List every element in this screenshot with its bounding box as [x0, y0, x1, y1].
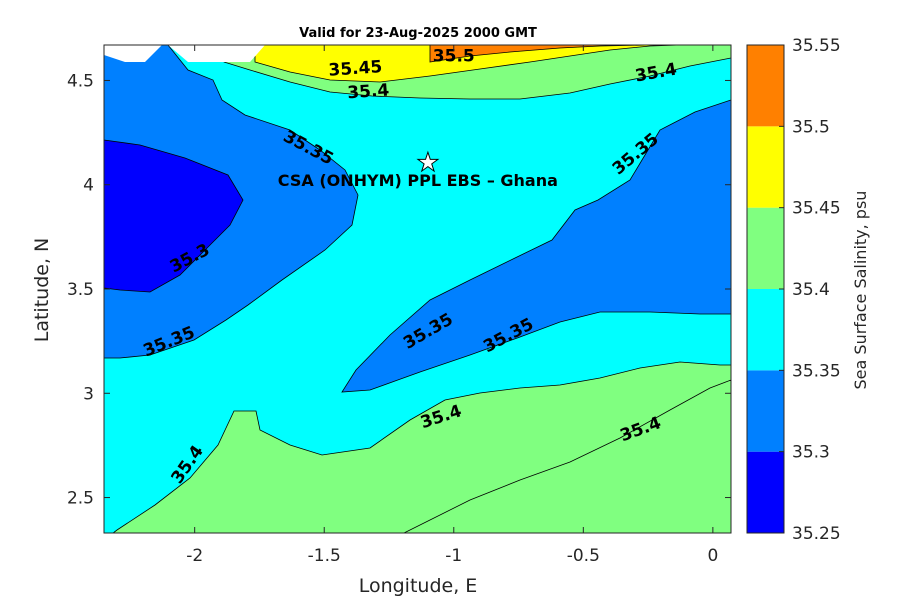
- region-35-3-to-35-35-band: [341, 99, 731, 393]
- y-axis: 2.5 3 3.5 4 4.5: [67, 71, 731, 509]
- colorbar-tick-label: 35.45: [792, 199, 841, 219]
- region-35-5-to-35-55: [429, 45, 651, 63]
- colorbar-band: [747, 45, 784, 127]
- y-tick-label: 3: [83, 384, 94, 404]
- x-tick-label: -2: [186, 546, 203, 566]
- contour-label: 35.5: [433, 46, 475, 66]
- x-axis: -2 -1.5 -1 -0.5 0: [186, 45, 718, 566]
- colorbar-tick-label: 35.4: [792, 280, 830, 300]
- colorbar-tick-label: 35.35: [792, 361, 841, 381]
- x-tick-label: -1: [445, 546, 462, 566]
- colorbar-tick-label: 35.3: [792, 443, 830, 463]
- colorbar-tick-label: 35.25: [792, 524, 841, 544]
- colorbar-label: Sea Surface Salinity, psu: [851, 191, 870, 390]
- x-tick-label: -0.5: [567, 546, 600, 566]
- y-axis-label: Latitude, N: [31, 238, 53, 343]
- colorbar-band: [747, 289, 784, 371]
- colorbar: 35.55 35.5 35.45 35.4 35.35 35.3 35.25: [746, 36, 841, 544]
- contour-label: 35.4: [347, 80, 390, 103]
- colorbar-tick-label: 35.5: [792, 117, 830, 137]
- colorbar-band: [747, 370, 784, 452]
- missing-data-land: [104, 45, 265, 62]
- region-35-35-to-35-4-southeast: [403, 379, 731, 533]
- colorbar-tick-label: 35.55: [792, 36, 841, 56]
- plot-area: [103, 44, 732, 534]
- x-axis-label: Longitude, E: [359, 575, 478, 597]
- colorbar-band: [747, 451, 784, 533]
- y-tick-label: 3.5: [67, 280, 94, 300]
- x-tick-label: -1.5: [308, 546, 341, 566]
- star-icon: ★: [416, 148, 439, 178]
- y-tick-label: 2.5: [67, 489, 94, 509]
- x-tick-label: 0: [707, 546, 718, 566]
- station-marker: ★ CSA (ONHYM) PPL EBS – Ghana: [278, 147, 558, 190]
- region-35-25-to-35-3: [104, 139, 244, 293]
- region-35-45-to-35-5: [254, 45, 681, 83]
- y-tick-label: 4: [83, 176, 94, 196]
- station-label: CSA (ONHYM) PPL EBS – Ghana: [278, 171, 558, 190]
- y-tick-label: 4.5: [67, 71, 94, 91]
- chart-title: Valid for 23-Aug-2025 2000 GMT: [299, 26, 537, 41]
- colorbar-band: [747, 126, 784, 208]
- colorbar-band: [747, 207, 784, 289]
- contour-label: 35.45: [328, 57, 383, 81]
